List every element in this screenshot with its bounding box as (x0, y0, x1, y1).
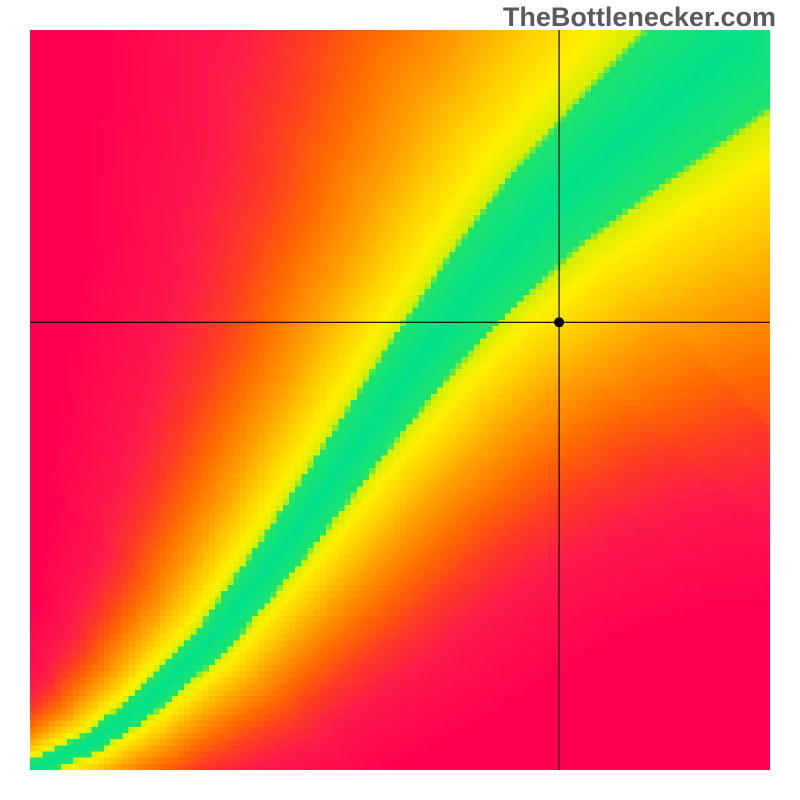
bottleneck-heatmap (30, 30, 770, 770)
chart-container: TheBottlenecker.com (0, 0, 800, 800)
watermark-text: TheBottlenecker.com (503, 2, 776, 33)
